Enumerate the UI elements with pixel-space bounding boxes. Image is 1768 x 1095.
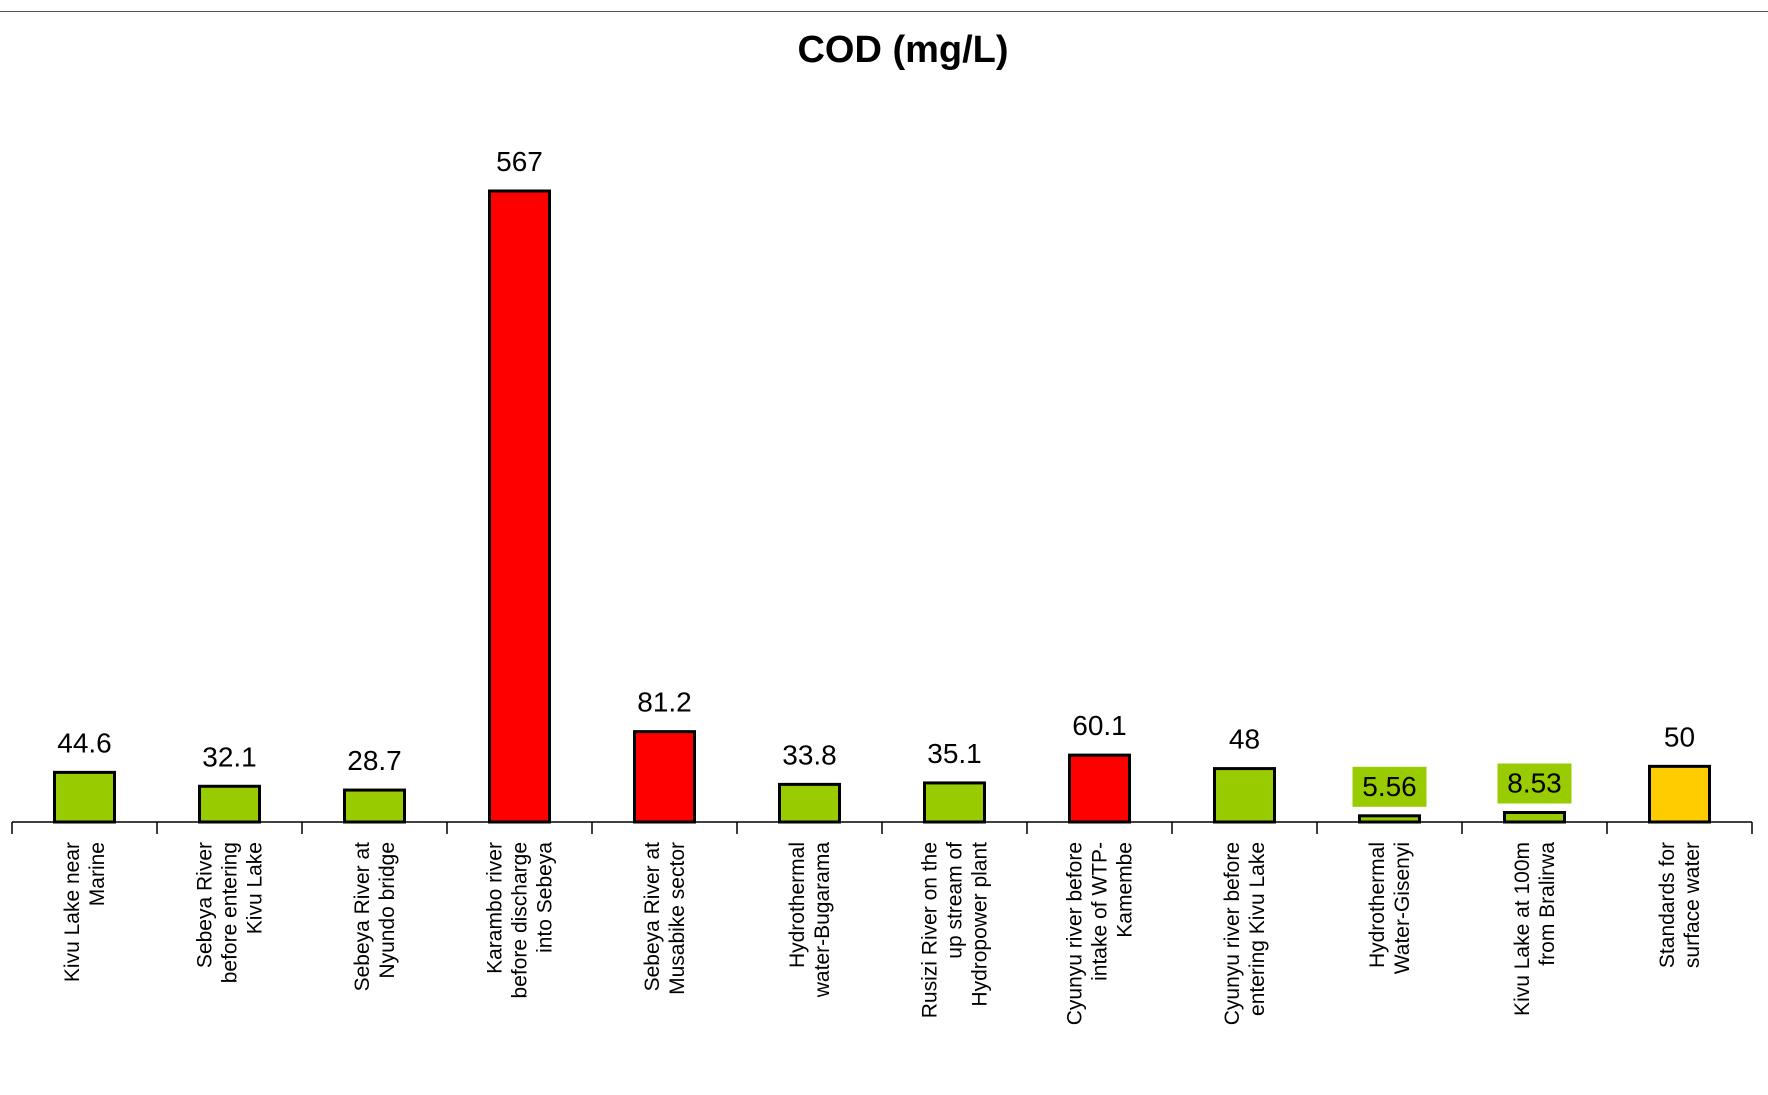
category-label-line: Rusizi River on the (919, 842, 942, 1018)
category-label: HydrothermalWater-Gisenyi (1366, 842, 1414, 974)
category-label-line: Sebeya River at (641, 842, 664, 992)
category-label-line: Hydropower plant (969, 842, 992, 1007)
category-label-line: Karambo river (484, 842, 507, 974)
category-label: Sebeya Riverbefore enteringKivu Lake (194, 842, 267, 983)
value-label-highlight (1352, 766, 1427, 807)
category-label-text: Sebeya Riverbefore enteringKivu Lake (194, 842, 267, 983)
category-label-line: before discharge (509, 842, 532, 998)
category-label-line: Kivu Lake near (61, 842, 84, 982)
category-label-text: HydrothermalWater-Gisenyi (1366, 842, 1414, 974)
category-label-line: Sebeya River at (351, 842, 374, 992)
category-label: Kivu Lake at 100mfrom Bralirwa (1511, 842, 1559, 1016)
category-label-line: surface water (1681, 842, 1704, 968)
bar (1648, 764, 1711, 824)
category-label-line: Marine (86, 842, 109, 906)
category-label-line: intake of WTP- (1089, 842, 1112, 981)
bar (1213, 767, 1276, 824)
category-label: Cyunyu river beforeintake of WTP-Kamembe (1064, 842, 1137, 1025)
category-label-text: Cyunyu river beforeintake of WTP-Kamembe (1064, 842, 1137, 1025)
category-label-line: up stream of (944, 842, 967, 959)
category-label-text: Sebeya River atNyundo bridge (351, 842, 399, 992)
category-label-text: Cyunyu river beforeentering Kivu Lake (1221, 842, 1269, 1025)
category-label-text: Kivu Lake at 100mfrom Bralirwa (1511, 842, 1559, 1016)
value-label: 35.1 (927, 738, 982, 769)
value-label: 44.6 (57, 727, 112, 758)
bar (923, 781, 986, 824)
category-label-text: Kivu Lake nearMarine (61, 842, 109, 982)
category-label-line: Kivu Lake at 100m (1511, 842, 1534, 1016)
category-label-line: entering Kivu Lake (1246, 842, 1269, 1016)
category-label-line: Sebeya River (194, 842, 217, 968)
category-label-line: Cyunyu river before (1221, 842, 1244, 1025)
bar (343, 788, 406, 824)
bar (488, 189, 551, 824)
value-labels: 44.6 32.1 28.7 567 81.2 33.8 35.1 60.1 48 5.56 8.5… (57, 146, 1695, 807)
bar (633, 730, 696, 824)
category-label-line: water-Bugarama (811, 842, 834, 999)
category-label: Rusizi River on theup stream ofHydropowe… (919, 842, 992, 1018)
category-label: Sebeya River atMusabike sector (641, 842, 689, 995)
category-label-line: Hydrothermal (786, 842, 809, 968)
category-label: Cyunyu river beforeentering Kivu Lake (1221, 842, 1269, 1025)
value-label: 48 (1229, 724, 1260, 755)
category-label-line: from Bralirwa (1536, 842, 1559, 966)
value-label: 81.2 (637, 687, 692, 718)
bar (778, 782, 841, 824)
category-label: Karambo riverbefore dischargeinto Sebeya (484, 842, 557, 999)
value-label: 567 (496, 146, 543, 177)
category-label-text: Sebeya River atMusabike sector (641, 842, 689, 995)
value-label: 60.1 (1072, 710, 1127, 741)
category-label-line: before entering (219, 842, 242, 983)
bar (1503, 811, 1566, 824)
value-label: 28.7 (347, 745, 402, 776)
bar (53, 770, 116, 824)
category-label-line: into Sebeya (534, 842, 557, 953)
bars-layer (53, 189, 1711, 824)
category-label-text: Karambo riverbefore dischargeinto Sebeya (484, 842, 557, 999)
category-label-line: Standards for (1656, 842, 1679, 968)
category-label-line: Nyundo bridge (376, 842, 399, 979)
bar (198, 784, 261, 824)
value-label: 8.53 (1507, 768, 1562, 799)
category-label: Sebeya River atNyundo bridge (351, 842, 399, 992)
bar (1068, 753, 1131, 824)
category-label-line: Kamembe (1114, 842, 1137, 938)
category-label-line: Kivu Lake (244, 842, 267, 934)
category-labels: Kivu Lake nearMarine Sebeya Riverbefore e… (61, 842, 1704, 1026)
category-label-line: Musabike sector (666, 842, 689, 995)
value-label: 33.8 (782, 739, 837, 770)
category-label-line: Cyunyu river before (1064, 842, 1087, 1025)
bar (1358, 814, 1421, 824)
category-label-text: Standards forsurface water (1656, 842, 1704, 968)
category-label-text: Hydrothermalwater-Bugarama (786, 842, 834, 999)
value-label-highlight (1497, 763, 1572, 804)
category-label: Kivu Lake nearMarine (61, 842, 109, 982)
frame-top-border (0, 11, 1768, 12)
category-label: Standards forsurface water (1656, 842, 1704, 968)
category-label: Hydrothermalwater-Bugarama (786, 842, 834, 999)
category-label-line: Water-Gisenyi (1391, 842, 1414, 974)
category-label-line: Hydrothermal (1366, 842, 1389, 968)
value-label: 5.56 (1362, 771, 1417, 802)
category-label-text: Rusizi River on theup stream ofHydropowe… (919, 842, 992, 1018)
chart-title: COD (mg/L) (797, 29, 1008, 71)
x-axis (11, 821, 1753, 834)
value-label: 32.1 (202, 741, 257, 772)
value-label: 50 (1664, 721, 1695, 752)
